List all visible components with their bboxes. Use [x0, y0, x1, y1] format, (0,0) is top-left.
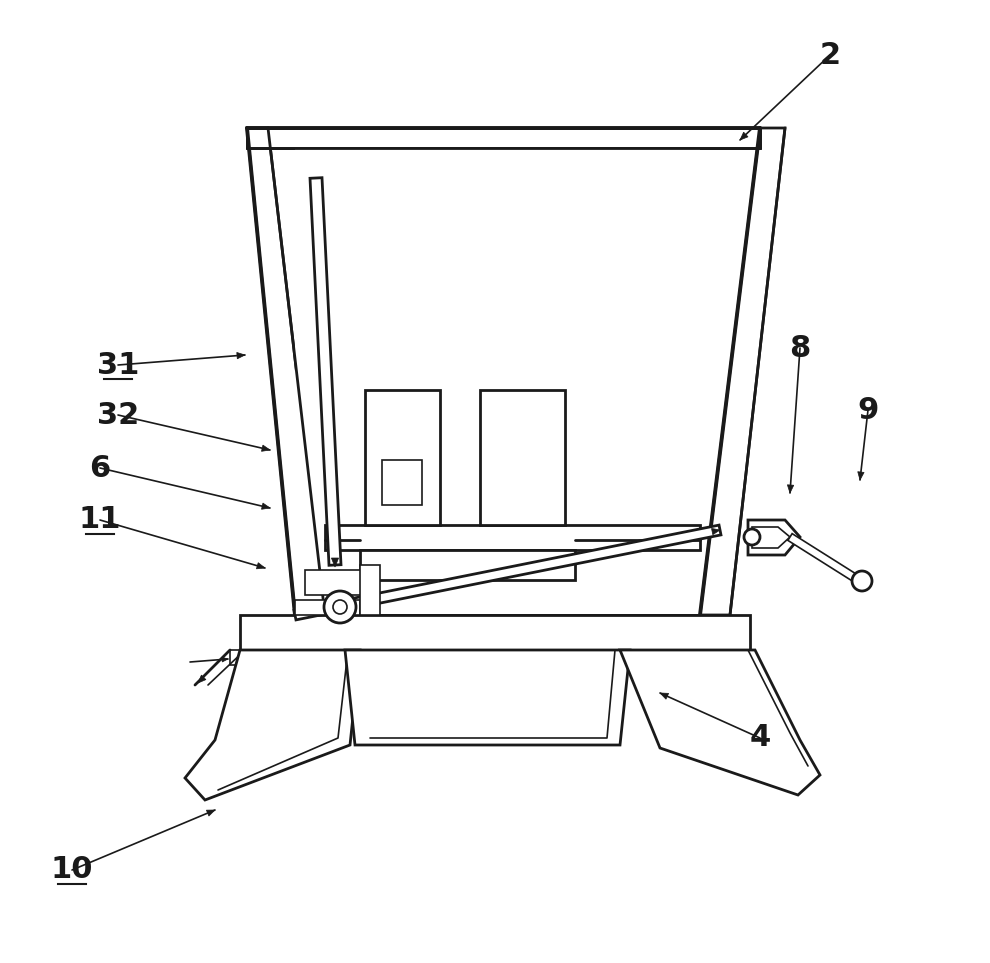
Polygon shape: [740, 132, 748, 140]
Polygon shape: [382, 460, 422, 505]
Polygon shape: [332, 558, 339, 567]
Polygon shape: [480, 390, 565, 525]
Polygon shape: [345, 650, 630, 745]
Polygon shape: [185, 650, 360, 800]
Polygon shape: [788, 534, 857, 582]
Text: 2: 2: [820, 40, 841, 69]
Circle shape: [333, 600, 347, 614]
Polygon shape: [295, 148, 700, 615]
Polygon shape: [222, 657, 228, 662]
Polygon shape: [261, 445, 270, 452]
Polygon shape: [748, 520, 800, 555]
Polygon shape: [256, 562, 265, 569]
Text: 9: 9: [857, 396, 879, 425]
Polygon shape: [198, 675, 206, 683]
Polygon shape: [310, 178, 341, 565]
Polygon shape: [305, 570, 370, 595]
Polygon shape: [261, 503, 270, 509]
Polygon shape: [857, 472, 864, 480]
Text: 6: 6: [89, 454, 111, 482]
Polygon shape: [237, 352, 245, 359]
Polygon shape: [365, 390, 440, 525]
Text: 11: 11: [79, 506, 121, 534]
Polygon shape: [700, 128, 785, 615]
Polygon shape: [294, 525, 721, 620]
Polygon shape: [240, 615, 750, 650]
Text: 32: 32: [97, 401, 140, 429]
Polygon shape: [230, 650, 360, 665]
Polygon shape: [787, 484, 794, 493]
Text: 4: 4: [749, 723, 770, 752]
Polygon shape: [325, 525, 700, 550]
Text: 8: 8: [789, 333, 811, 362]
Polygon shape: [247, 128, 325, 615]
Circle shape: [852, 571, 872, 591]
Polygon shape: [712, 529, 720, 534]
Polygon shape: [360, 550, 575, 580]
Polygon shape: [752, 527, 790, 548]
Circle shape: [744, 529, 760, 545]
Text: 31: 31: [97, 351, 140, 379]
Polygon shape: [360, 565, 380, 615]
Polygon shape: [206, 810, 215, 816]
Polygon shape: [295, 600, 360, 615]
Circle shape: [324, 591, 356, 623]
Polygon shape: [247, 128, 760, 148]
Polygon shape: [660, 693, 668, 699]
Text: 10: 10: [50, 855, 93, 884]
Polygon shape: [620, 650, 820, 795]
